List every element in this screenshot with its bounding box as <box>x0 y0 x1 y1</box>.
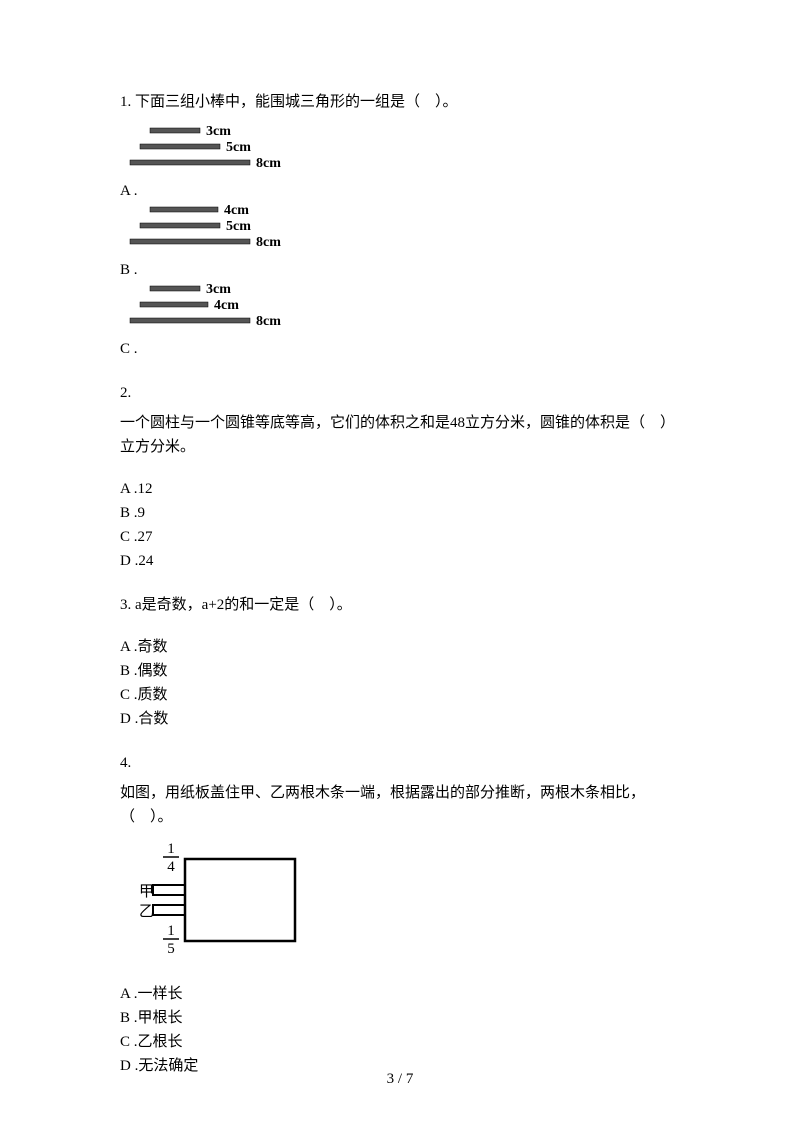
q3-text: 3. a是奇数，a+2的和一定是（ ）。 <box>120 593 680 617</box>
frac-top-den: 4 <box>167 859 175 875</box>
q1-option-a-label: A . <box>120 179 138 203</box>
q4-option-b: B .甲根长 <box>120 1006 680 1030</box>
svg-text:甲: 甲 <box>139 884 154 900</box>
q3-option-b: B .偶数 <box>120 659 680 683</box>
question-1: 1. 下面三组小棒中，能围城三角形的一组是（ ）。 3cm 5cm 8cm A … <box>120 90 680 361</box>
q3-option-d: D .合数 <box>120 707 680 731</box>
q1-option-c-label: C . <box>120 337 138 361</box>
q1-text: 1. 下面三组小棒中，能围城三角形的一组是（ ）。 <box>120 90 680 114</box>
page-footer: 3 / 7 <box>0 1071 800 1088</box>
svg-text:8cm: 8cm <box>256 235 281 250</box>
frac-bot-num: 1 <box>167 923 175 939</box>
page-content: 1. 下面三组小棒中，能围城三角形的一组是（ ）。 3cm 5cm 8cm A … <box>0 0 800 1078</box>
q3-option-c: C .质数 <box>120 683 680 707</box>
q1-option-b: B . <box>120 258 680 282</box>
q1-option-c-figure: 3cm 4cm 8cm <box>120 282 320 337</box>
q2-num: 2. <box>120 381 680 405</box>
q2-option-a: A .12 <box>120 477 680 501</box>
q4-figure: 1 4 甲 乙 1 5 <box>135 839 680 964</box>
q4-option-c: C .乙根长 <box>120 1030 680 1054</box>
svg-text:3cm: 3cm <box>206 124 231 139</box>
q1-option-a-figure: 3cm 5cm 8cm <box>120 124 320 179</box>
question-3: 3. a是奇数，a+2的和一定是（ ）。 A .奇数 B .偶数 C .质数 D… <box>120 593 680 731</box>
svg-text:4cm: 4cm <box>214 298 239 313</box>
q2-option-c: C .27 <box>120 525 680 549</box>
q3-option-a: A .奇数 <box>120 635 680 659</box>
frac-bot-den: 5 <box>167 941 175 957</box>
q2-option-b: B .9 <box>120 501 680 525</box>
svg-text:5cm: 5cm <box>226 219 251 234</box>
frac-top-num: 1 <box>167 841 175 857</box>
svg-text:8cm: 8cm <box>256 156 281 171</box>
question-2: 2. 一个圆柱与一个圆锥等底等高，它们的体积之和是48立方分米，圆锥的体积是（ … <box>120 381 680 573</box>
q2-text: 一个圆柱与一个圆锥等底等高，它们的体积之和是48立方分米，圆锥的体积是（ ）立方… <box>120 411 680 459</box>
svg-text:4cm: 4cm <box>224 203 249 218</box>
q2-option-d: D .24 <box>120 549 680 573</box>
q1-option-b-figure: 4cm 5cm 8cm <box>120 203 320 258</box>
q4-option-a: A .一样长 <box>120 982 680 1006</box>
q4-num: 4. <box>120 751 680 775</box>
q1-option-a: A . <box>120 179 680 203</box>
q1-option-c: C . <box>120 337 680 361</box>
svg-text:5cm: 5cm <box>226 140 251 155</box>
q1-option-b-label: B . <box>120 258 138 282</box>
svg-text:3cm: 3cm <box>206 282 231 297</box>
question-4: 4. 如图，用纸板盖住甲、乙两根木条一端，根据露出的部分推断，两根木条相比，（ … <box>120 751 680 1078</box>
svg-text:乙: 乙 <box>139 904 154 920</box>
svg-text:8cm: 8cm <box>256 314 281 329</box>
q4-text: 如图，用纸板盖住甲、乙两根木条一端，根据露出的部分推断，两根木条相比，（ ）。 <box>120 781 680 829</box>
